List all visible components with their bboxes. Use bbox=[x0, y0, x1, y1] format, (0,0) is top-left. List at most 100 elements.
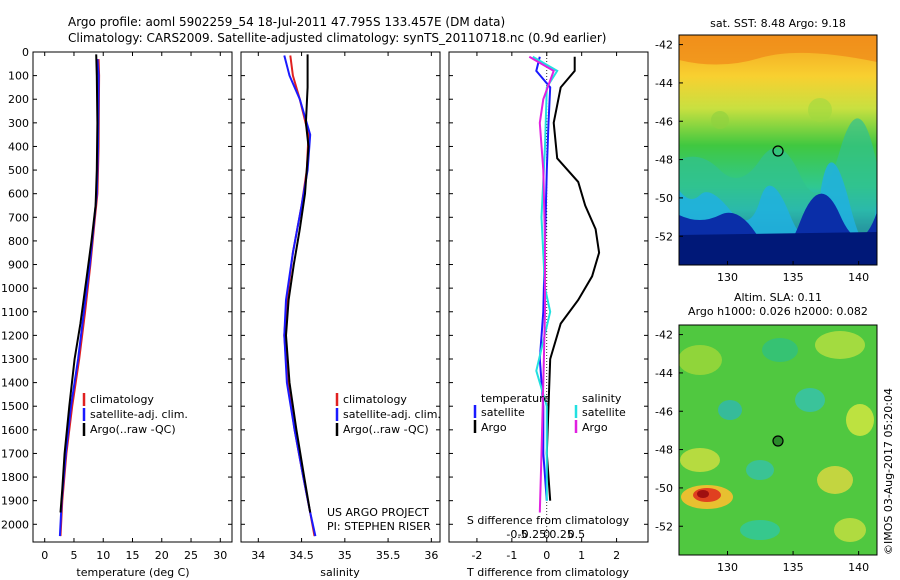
y-tick-label: 1200 bbox=[1, 329, 29, 342]
map-y-label: -46 bbox=[655, 405, 673, 418]
legend-salinity-title: salinity bbox=[582, 392, 622, 405]
temperature-x-axis: 0 5 10 15 20 25 30 bbox=[41, 52, 227, 562]
y-tick-label: 300 bbox=[8, 117, 29, 130]
salinity-panel bbox=[240, 51, 441, 543]
x2-tick-label: 0.25 bbox=[549, 528, 574, 541]
map-y-label: -50 bbox=[655, 482, 673, 495]
y-tick-label: 500 bbox=[8, 164, 29, 177]
sla-map-axes: -42 -44 -46 -48 -50 -52 130 135 140 bbox=[655, 329, 869, 574]
sst-map-frame bbox=[678, 34, 878, 266]
sst-map-axes: -42 -44 -46 -48 -50 -52 130 135 140 bbox=[655, 39, 869, 284]
y-tick-label: 1900 bbox=[1, 495, 29, 508]
salinity-legend: climatology satellite-adj. clim. Argo(..… bbox=[335, 393, 441, 436]
tdiff-xlabel: T difference from climatology bbox=[466, 566, 629, 579]
depth-axis: 0 100 200 300 400 500 600 700 800 900 1000 1100 1200… bbox=[1, 46, 648, 531]
series-line-argo-raw-qc- bbox=[59, 54, 99, 513]
x2-tick-label: 0.5 bbox=[568, 528, 586, 541]
salinity-xlabel: salinity bbox=[320, 566, 360, 579]
series-line-satellite-adj-clim- bbox=[283, 55, 317, 537]
x2-tick-label: 0 bbox=[543, 528, 550, 541]
y-tick-label: 1000 bbox=[1, 282, 29, 295]
difference-panel bbox=[448, 51, 649, 543]
y-tick-label: 100 bbox=[8, 70, 29, 83]
x-tick-label: 1 bbox=[578, 549, 585, 562]
x-tick-label: 2 bbox=[613, 549, 620, 562]
y-tick-label: 700 bbox=[8, 211, 29, 224]
x-tick-label: 35 bbox=[338, 549, 352, 562]
sla-map bbox=[679, 325, 877, 555]
x-tick-label: 34 bbox=[251, 549, 265, 562]
salinity-x-axis: 34 34.5 35 35.5 36 bbox=[251, 52, 438, 562]
argo-location-marker-sst bbox=[772, 145, 784, 157]
x-tick-label: 35.5 bbox=[376, 549, 401, 562]
y-tick-label: 2000 bbox=[1, 518, 29, 531]
legend-argo: Argo(..raw -QC) bbox=[343, 423, 429, 436]
map-y-label: -48 bbox=[655, 444, 673, 457]
map-x-label: 130 bbox=[717, 271, 738, 284]
y-tick-label: 1600 bbox=[1, 424, 29, 437]
y-tick-label: 1800 bbox=[1, 471, 29, 484]
legend-argo: Argo(..raw -QC) bbox=[90, 423, 176, 436]
y-tick-label: 1500 bbox=[1, 400, 29, 413]
series-line-t-argo bbox=[545, 56, 601, 501]
map-x-label: 135 bbox=[783, 561, 804, 574]
x-tick-label: 30 bbox=[213, 549, 227, 562]
difference-legend: temperature satellite Argo salinity sate… bbox=[473, 392, 626, 434]
sla-map-title2: Argo h1000: 0.026 h2000: 0.082 bbox=[688, 305, 868, 318]
tdiff-x-axis: -2 -1 0 1 2 bbox=[471, 52, 620, 562]
map-y-label: -50 bbox=[655, 192, 673, 205]
header-line2: Climatology: CARS2009. Satellite-adjuste… bbox=[68, 31, 606, 45]
map-y-label: -46 bbox=[655, 115, 673, 128]
x2-tick-label: -0.5 bbox=[506, 528, 527, 541]
x-tick-label: -2 bbox=[471, 549, 482, 562]
x-tick-label: 20 bbox=[155, 549, 169, 562]
legend-climatology: climatology bbox=[343, 393, 407, 406]
y-tick-label: 600 bbox=[8, 188, 29, 201]
y-tick-label: 1300 bbox=[1, 353, 29, 366]
profile-series bbox=[58, 54, 601, 537]
y-tick-label: 1700 bbox=[1, 447, 29, 460]
temperature-xlabel: temperature (deg C) bbox=[76, 566, 189, 579]
y-tick-label: 400 bbox=[8, 140, 29, 153]
series-line-s-satellite bbox=[532, 55, 559, 501]
map-y-label: -52 bbox=[655, 230, 673, 243]
map-y-label: -42 bbox=[655, 329, 673, 342]
legend-climatology: climatology bbox=[90, 393, 154, 406]
series-line-satellite-adj-clim- bbox=[58, 59, 100, 537]
copyright-timestamp: ©IMOS 03-Aug-2017 05:20:04 bbox=[882, 388, 895, 555]
y-tick-label: 800 bbox=[8, 235, 29, 248]
sst-map bbox=[679, 35, 877, 265]
x-tick-label: 34.5 bbox=[289, 549, 314, 562]
project-label: US ARGO PROJECT bbox=[327, 506, 429, 519]
legend-s-argo: Argo bbox=[582, 421, 608, 434]
x-tick-label: 15 bbox=[126, 549, 140, 562]
map-y-label: -44 bbox=[655, 367, 673, 380]
legend-t-argo: Argo bbox=[481, 421, 507, 434]
y-tick-label: 200 bbox=[8, 93, 29, 106]
y-tick-label: 900 bbox=[8, 259, 29, 272]
y-tick-label: 1400 bbox=[1, 377, 29, 390]
legend-satellite: satellite-adj. clim. bbox=[343, 408, 441, 421]
map-x-label: 135 bbox=[783, 271, 804, 284]
sla-map-title1: Altim. SLA: 0.11 bbox=[734, 291, 822, 304]
legend-satellite: satellite-adj. clim. bbox=[90, 408, 188, 421]
x2-tick-label: -0.25 bbox=[518, 528, 546, 541]
legend-t-satellite: satellite bbox=[481, 406, 525, 419]
map-y-label: -42 bbox=[655, 39, 673, 52]
pi-label: PI: STEPHEN RISER bbox=[327, 520, 431, 533]
temperature-legend: climatology satellite-adj. clim. Argo(..… bbox=[82, 393, 188, 436]
sla-map-frame bbox=[678, 324, 878, 556]
x-tick-label: 36 bbox=[424, 549, 438, 562]
x-tick-label: 5 bbox=[70, 549, 77, 562]
map-y-label: -48 bbox=[655, 154, 673, 167]
x-tick-label: 10 bbox=[96, 549, 110, 562]
sdiff-x-axis: -0.5-0.250 0.250.5 bbox=[506, 528, 585, 541]
y-tick-label: 1100 bbox=[1, 306, 29, 319]
series-line-climatology bbox=[59, 59, 101, 537]
sst-map-title: sat. SST: 8.48 Argo: 9.18 bbox=[710, 17, 846, 30]
map-y-label: -44 bbox=[655, 77, 673, 90]
map-x-label: 140 bbox=[848, 271, 869, 284]
map-y-label: -52 bbox=[655, 520, 673, 533]
map-x-label: 140 bbox=[848, 561, 869, 574]
